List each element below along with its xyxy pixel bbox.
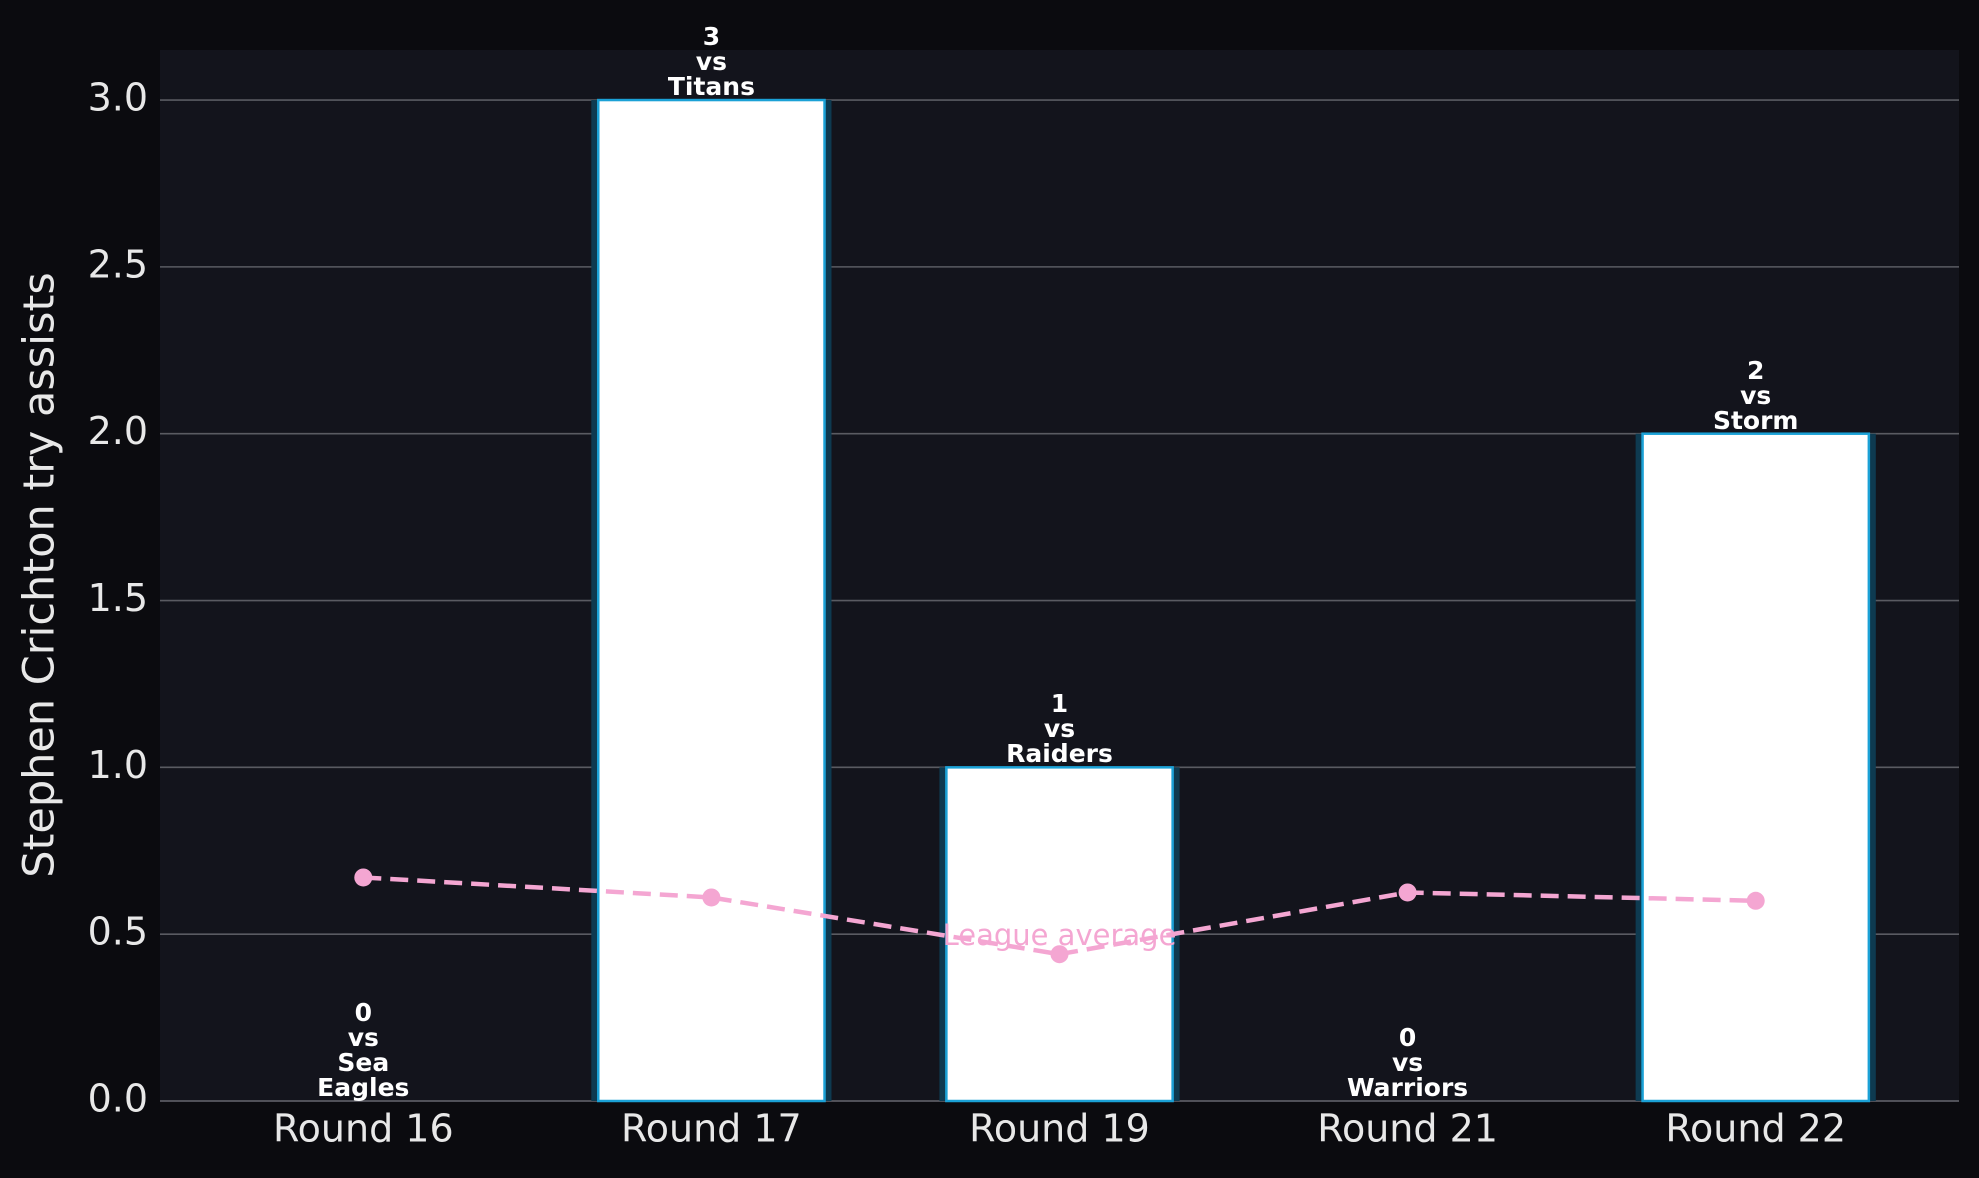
average-point xyxy=(702,888,721,907)
average-label: League average xyxy=(943,918,1177,952)
value-label: 1 vs Raiders xyxy=(1006,689,1113,769)
y-tick-label: 1.0 xyxy=(88,743,148,787)
y-axis-label: Stephen Crichton try assists xyxy=(15,272,65,878)
y-tick-label: 3.0 xyxy=(88,76,148,120)
bar xyxy=(1641,432,1871,1103)
average-line xyxy=(363,875,1756,957)
x-tick-label: Round 17 xyxy=(621,1107,802,1151)
value-label: 3 vs Titans xyxy=(667,22,755,102)
bar xyxy=(945,766,1174,1103)
value-label: 0 vs Sea Eagles xyxy=(317,998,410,1102)
y-tick-label: 2.0 xyxy=(88,409,148,453)
bar xyxy=(597,98,826,1103)
average-point xyxy=(1398,883,1417,902)
x-tick-label: Round 21 xyxy=(1317,1107,1498,1151)
y-tick-label: 0.5 xyxy=(88,910,148,954)
x-tick-label: Round 19 xyxy=(969,1107,1150,1151)
y-tick-label: 1.5 xyxy=(88,576,148,620)
value-label: 0 vs Warriors xyxy=(1347,1023,1469,1102)
average-point xyxy=(1050,945,1069,964)
average-point xyxy=(1746,891,1765,910)
x-tick-label: Round 22 xyxy=(1665,1107,1846,1151)
y-tick-label: 0.0 xyxy=(88,1077,148,1121)
value-label: 2 vs Storm xyxy=(1712,355,1799,435)
y-tick-label: 2.5 xyxy=(88,242,148,286)
x-tick-label: Round 16 xyxy=(273,1107,454,1151)
average-point xyxy=(354,868,373,887)
